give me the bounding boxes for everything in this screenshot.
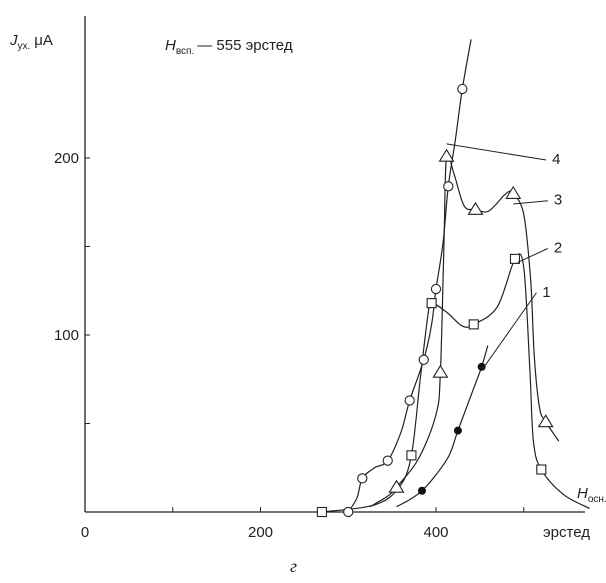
series-line-3 — [369, 151, 560, 508]
data-point-series-2 — [468, 319, 479, 330]
series-label-3: 3 — [554, 192, 562, 209]
series-curves — [321, 39, 590, 513]
x-axis-unit: эрстед — [543, 524, 590, 541]
series-label-leaders: 1 2 3 4 — [446, 143, 562, 371]
figure-caption: г — [290, 556, 297, 576]
series-label-4: 4 — [552, 151, 560, 168]
y-tick-label: 100 — [54, 327, 79, 344]
axis-ticks: 0 200 400 100 200 — [54, 150, 525, 541]
series-line-1 — [396, 345, 489, 508]
x-tick-label: 200 — [248, 524, 273, 541]
data-point-series-1 — [477, 362, 486, 371]
data-point-series-4 — [457, 83, 468, 95]
data-point-series-3 — [467, 201, 484, 215]
data-point-series-4 — [418, 354, 429, 365]
x-axis-symbol: Hосн. — [577, 485, 606, 505]
series-line-4 — [347, 39, 472, 513]
data-point-series-3 — [505, 185, 522, 199]
data-point-series-3 — [537, 414, 554, 428]
x-tick-label: 400 — [423, 524, 448, 541]
data-point-series-1 — [417, 486, 426, 495]
data-point-series-3 — [388, 479, 405, 493]
series-label-1: 1 — [542, 284, 550, 301]
series-label-leader-2 — [517, 248, 549, 263]
series-label-leader-3 — [513, 200, 548, 205]
series-markers — [316, 83, 554, 518]
data-point-series-2 — [536, 464, 547, 475]
data-point-series-4 — [404, 395, 415, 406]
data-point-series-2 — [316, 506, 327, 518]
y-axis-label: Jух. μA — [9, 32, 53, 52]
chart-annotation: Hвсп. — 555 эрстед — [165, 37, 293, 57]
series-label-2: 2 — [554, 240, 562, 257]
x-tick-label: 0 — [81, 524, 89, 541]
y-tick-label: 200 — [54, 150, 79, 167]
data-point-series-2 — [426, 298, 437, 309]
series-label-leader-4 — [446, 143, 547, 161]
series-label-leader-1 — [481, 292, 537, 371]
data-point-series-4 — [343, 506, 354, 518]
data-point-series-4 — [357, 473, 368, 484]
data-point-series-2 — [509, 253, 521, 264]
data-point-series-1 — [453, 426, 462, 435]
data-point-series-3 — [438, 148, 455, 162]
data-point-series-4 — [443, 181, 454, 192]
data-point-series-4 — [430, 283, 442, 295]
data-point-series-3 — [432, 364, 449, 378]
data-point-series-4 — [382, 455, 393, 466]
data-point-series-2 — [406, 450, 417, 461]
